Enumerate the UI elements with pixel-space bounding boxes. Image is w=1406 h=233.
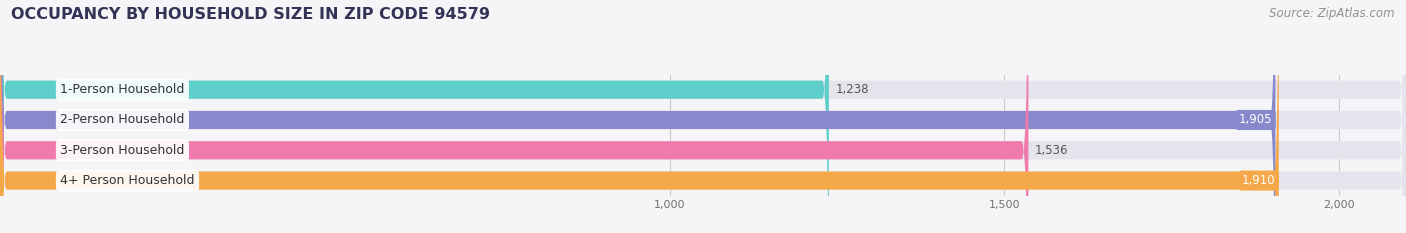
FancyBboxPatch shape <box>0 0 830 233</box>
Text: 2-Person Household: 2-Person Household <box>60 113 184 127</box>
Text: 4+ Person Household: 4+ Person Household <box>60 174 195 187</box>
Text: 3-Person Household: 3-Person Household <box>60 144 184 157</box>
Text: 1,905: 1,905 <box>1239 113 1272 127</box>
Text: Source: ZipAtlas.com: Source: ZipAtlas.com <box>1270 7 1395 20</box>
Text: 1,238: 1,238 <box>835 83 869 96</box>
FancyBboxPatch shape <box>0 0 1279 233</box>
Text: OCCUPANCY BY HOUSEHOLD SIZE IN ZIP CODE 94579: OCCUPANCY BY HOUSEHOLD SIZE IN ZIP CODE … <box>11 7 491 22</box>
Text: 1-Person Household: 1-Person Household <box>60 83 184 96</box>
Text: 1,910: 1,910 <box>1241 174 1275 187</box>
Text: 1,536: 1,536 <box>1035 144 1069 157</box>
FancyBboxPatch shape <box>0 0 1275 233</box>
FancyBboxPatch shape <box>0 0 1028 233</box>
